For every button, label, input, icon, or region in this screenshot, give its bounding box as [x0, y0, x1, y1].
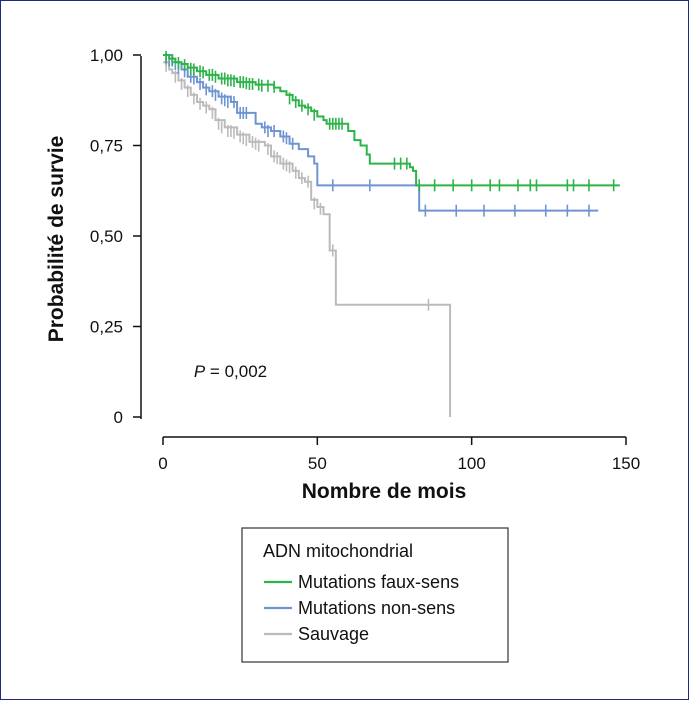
y-tick-label: 0,25: [90, 318, 123, 337]
series-layer: [163, 50, 620, 417]
legend-label-faux-sens: Mutations faux-sens: [298, 572, 459, 592]
legend-box: [241, 527, 509, 663]
x-tick-label: 0: [158, 454, 167, 473]
x-tick-label: 50: [308, 454, 327, 473]
survival-curve: [163, 54, 599, 212]
y-tick-label: 0,75: [90, 137, 123, 156]
y-axis-title: Probabilité de survie: [45, 136, 68, 343]
p-value-annotation: P = 0,002: [194, 362, 267, 381]
x-tick-label: 150: [612, 454, 640, 473]
x-ticks: 0 50 100 150: [158, 437, 640, 473]
series-mutations-non-sens: [163, 52, 599, 217]
p-value-symbol: P: [194, 362, 206, 381]
series-mutations-faux-sens: [163, 50, 620, 192]
legend-label-sauvage: Sauvage: [298, 624, 369, 644]
y-tick-label: 0,50: [90, 227, 123, 246]
y-tick-label: 1,00: [90, 46, 123, 65]
legend: ADN mitochondrial Mutations faux-sens Mu…: [241, 527, 509, 663]
series-sauvage: [163, 59, 452, 417]
y-ticks: 0 0,25 0,50 0,75 1,00: [90, 46, 141, 427]
x-axis-title: Nombre de mois: [302, 480, 467, 503]
p-value-text: = 0,002: [205, 362, 267, 381]
survival-curve: [163, 61, 452, 417]
survival-curve: [163, 54, 620, 187]
x-tick-label: 100: [457, 454, 485, 473]
legend-title: ADN mitochondrial: [263, 541, 413, 561]
y-tick-label: 0: [114, 408, 123, 427]
legend-label-non-sens: Mutations non-sens: [298, 598, 455, 618]
